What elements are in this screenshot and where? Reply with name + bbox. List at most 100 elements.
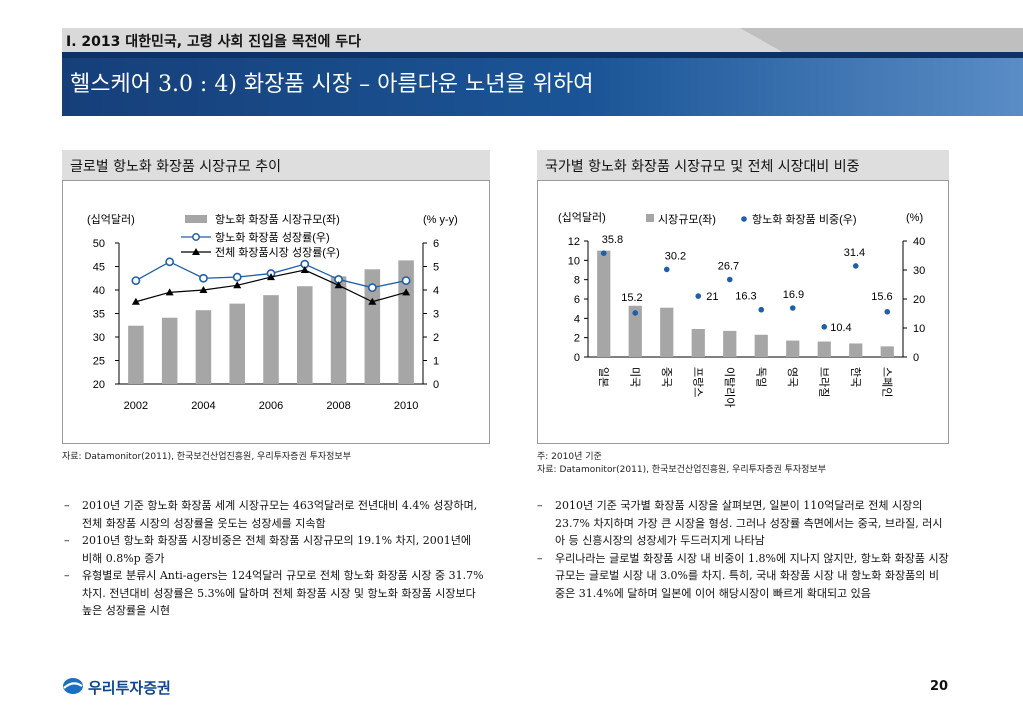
legend-bar-label: 항노화 화장품 시장규모(좌) [215, 213, 340, 226]
left-source: 자료: Datamonitor(2011), 한국보건산업진흥원, 우리투자증권… [62, 452, 351, 462]
left-tick-label: 4 [574, 313, 580, 325]
legend-bar-label: 시장규모(좌) [658, 213, 716, 226]
left-tick-label: 45 [93, 262, 105, 274]
country-label: 이탈리아 [723, 367, 736, 407]
right-panel-title: 국가별 항노화 화장품 시장규모 및 전체 시장대비 비중 [545, 159, 860, 175]
left-tick-label: 50 [93, 238, 105, 250]
country-anti-aging-chart: 0 2 4 6 8 10 12 0 10 20 30 40 일본 미국 중국 프랑스 이탈리아 독일 영국 브라질 한국… [558, 211, 925, 407]
right-tick-label: 40 [913, 236, 925, 248]
anti-aging-growth-point [367, 283, 377, 293]
country-market-bar [849, 343, 863, 357]
right-tick-label: 1 [433, 356, 439, 368]
country-market-bar [754, 334, 768, 357]
total-market-growth-point [233, 281, 242, 289]
left-tick-label: 20 [93, 379, 105, 391]
share-data-label: 10.4 [830, 322, 851, 334]
country-market-bar [597, 250, 611, 357]
share-point [726, 276, 733, 283]
logo-icon [62, 677, 84, 695]
share-point [821, 324, 828, 330]
country-label: 영국 [786, 367, 799, 387]
share-data-label: 16.3 [735, 291, 756, 303]
country-market-bar [817, 341, 831, 357]
share-point [758, 306, 765, 313]
country-market-bar [723, 330, 737, 357]
country-label: 한국 [849, 367, 862, 387]
legend-bar-swatch [646, 214, 654, 222]
share-point [789, 305, 796, 311]
left-tick-label: 12 [568, 236, 580, 248]
market-size-bar [364, 269, 381, 384]
total-market-growth-point [165, 288, 174, 296]
share-data-label: 35.8 [602, 234, 623, 246]
right-bullet-1: –2010년 기준 국가별 화장품 시장을 살펴보면, 일본이 110억달러로 … [537, 499, 943, 547]
share-point [632, 310, 639, 316]
total-market-growth-point [267, 273, 275, 281]
market-size-bar [161, 317, 178, 384]
page-number: 20 [930, 679, 949, 694]
section-label: I. 2013 대한민국, 고령 사회 진입을 목전에 두다 [66, 34, 362, 50]
share-data-label: 30.2 [665, 250, 686, 262]
share-data-label: 15.2 [621, 292, 642, 304]
country-label: 중국 [660, 367, 672, 387]
left-bullet-1: –2010년 기준 항노화 화장품 세계 시장규모는 463억달러로 전년대비 … [64, 499, 478, 530]
right-tick-label: 10 [913, 323, 925, 335]
right-tick-label: 3 [433, 309, 439, 321]
share-point [884, 308, 891, 315]
country-label: 미국 [628, 367, 641, 387]
share-data-label: 15.6 [871, 291, 892, 303]
x-tick-label: 2010 [394, 400, 418, 412]
legend-line2-marker [192, 248, 200, 255]
country-market-bar [628, 305, 642, 357]
title-bar [62, 52, 1023, 116]
country-label: 독일 [754, 367, 768, 387]
right-panel-header: 국가별 항노화 화장품 시장규모 및 전체 시장대비 비중 [537, 150, 949, 180]
country-label: 프랑스 [691, 367, 704, 397]
right-bullets: –2010년 기준 국가별 화장품 시장을 살펴보면, 일본이 110억달러로 … [537, 497, 949, 602]
anti-aging-growth-point [199, 273, 208, 283]
legend-bar-swatch [185, 215, 207, 223]
total-market-growth-point [131, 297, 140, 305]
anti-aging-growth-point [165, 257, 175, 267]
left-unit-label: (십억달러) [87, 213, 135, 226]
x-tick-label: 2004 [191, 400, 215, 412]
total-market-growth-point [334, 281, 343, 289]
anti-aging-growth-point [232, 272, 242, 282]
market-size-bar [297, 286, 313, 384]
left-tick-label: 30 [93, 332, 105, 344]
market-size-bar [128, 325, 144, 384]
left-bullet-3: – 유형별로 분류시 Anti-agers는 124억달러 규모로 전체 항노화 … [64, 569, 484, 617]
market-size-bar [263, 295, 279, 384]
share-data-label: 26.7 [718, 261, 739, 273]
page-title: 헬스케어 3.0 : 4) 화장품 시장 – 아름다운 노년을 위하여 [70, 72, 594, 97]
section-band-accent [740, 28, 1023, 52]
right-bullet-2: – 우리나라는 글로벌 화장품 시장 내 비중이 1.8%에 지나지 않지만, 항… [537, 551, 949, 600]
left-bullet-2: –2010년 항노화 화장품 시장비중은 전체 화장품 시장규모의 19.1% … [64, 534, 472, 565]
x-tick-label: 2008 [326, 400, 350, 412]
anti-aging-growth-point [401, 276, 411, 285]
left-tick-label: 25 [93, 356, 105, 368]
x-tick-label: 2006 [259, 400, 283, 412]
left-tick-label: 8 [574, 275, 580, 287]
left-chart-frame: 20 25 30 35 40 45 50 0 1 2 3 4 5 6 2002 2004 2006 2008 201… [62, 180, 490, 444]
legend-point-marker [741, 216, 747, 222]
left-tick-label: 2 [574, 333, 580, 345]
left-tick-label: 35 [93, 309, 105, 321]
total-market-growth-point [402, 288, 411, 296]
market-size-bar [398, 260, 414, 384]
share-point [852, 263, 859, 269]
legend-line1-marker [192, 233, 200, 241]
right-note: 주: 2010년 기준 [537, 452, 602, 462]
anti-aging-growth-point [131, 276, 141, 285]
country-label: 일본 [597, 367, 611, 387]
country-label: 스페인 [880, 367, 893, 397]
left-unit-label: (십억달러) [558, 211, 606, 224]
market-size-bar [330, 276, 347, 384]
left-tick-label: 6 [574, 294, 580, 306]
right-tick-label: 6 [433, 238, 439, 250]
legend-line1-label: 항노화 화장품 성장률(우) [215, 231, 330, 244]
right-tick-label: 0 [913, 352, 919, 364]
right-tick-label: 2 [433, 332, 439, 344]
country-market-bar [691, 328, 705, 357]
left-bullets: –2010년 기준 항노화 화장품 세계 시장규모는 463억달러로 전년대비 … [64, 497, 484, 620]
